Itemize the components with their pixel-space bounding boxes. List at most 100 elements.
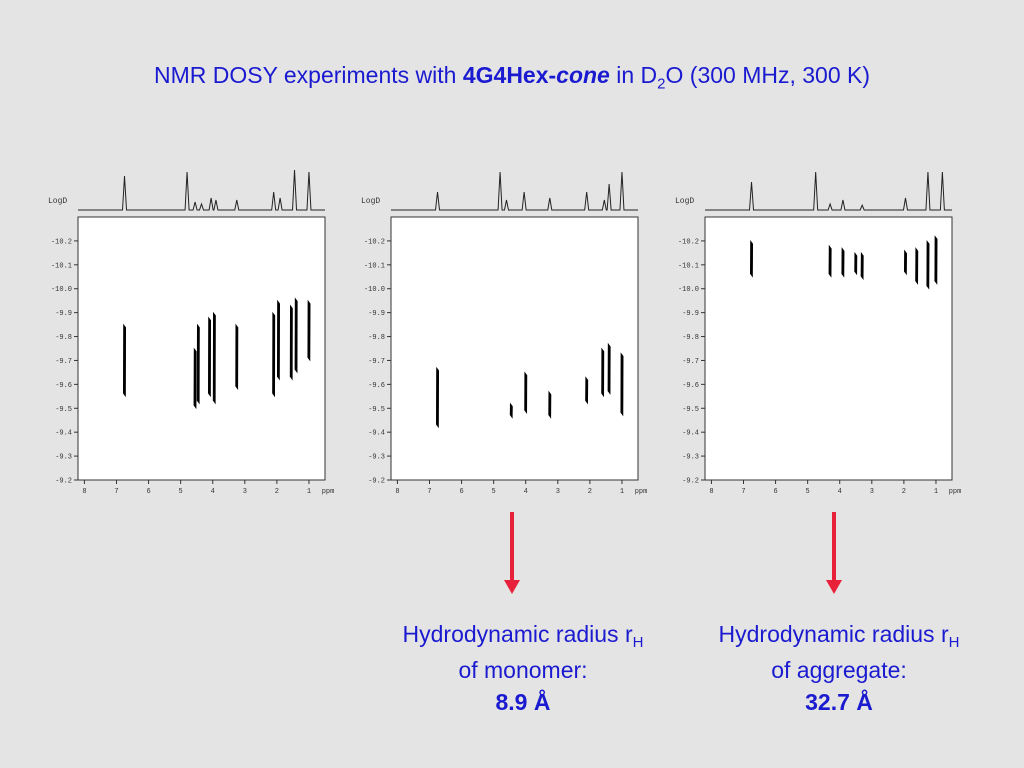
x-tick-label: 3	[870, 488, 874, 496]
y-tick-label: -9.9	[55, 310, 72, 318]
title-compound-bold: 4G4Hex-	[462, 62, 557, 88]
dosy-signal	[585, 376, 589, 405]
dosy-signal	[828, 244, 832, 278]
caption-aggregate-line1: Hydrodynamic radius rH	[674, 618, 1004, 654]
x-tick-label: 4	[524, 488, 528, 496]
x-tick-label: 7	[114, 488, 118, 496]
caption-monomer-text: Hydrodynamic radius r	[402, 621, 633, 647]
x-unit-label: ppm	[949, 488, 962, 496]
x-unit-label: ppm	[635, 488, 648, 496]
dosy-signal	[193, 347, 197, 410]
title-suffix: O (300 MHz, 300 K)	[665, 62, 871, 88]
dosy-signal	[307, 299, 311, 362]
y-axis-label: LogD	[48, 197, 67, 206]
y-tick-label: -9.4	[55, 430, 72, 438]
plot-frame	[704, 216, 953, 481]
dosy-signal	[272, 311, 276, 398]
x-tick-label: 3	[243, 488, 247, 496]
dosy-signal	[123, 323, 127, 398]
title-compound-italic: cone	[556, 62, 610, 88]
dosy-signal	[289, 304, 293, 381]
x-tick-label: 4	[211, 488, 215, 496]
dosy-signal	[620, 352, 624, 417]
y-tick-label: -9.8	[682, 334, 699, 342]
x-tick-label: 4	[838, 488, 842, 496]
dosy-signal	[607, 342, 611, 395]
caption-aggregate-line2: of aggregate:	[771, 657, 907, 683]
plot-frame	[390, 216, 639, 481]
x-tick-label: 8	[709, 488, 713, 496]
y-axis-label: LogD	[361, 197, 380, 206]
y-tick-label: -9.6	[368, 382, 385, 390]
x-unit-label: ppm	[322, 488, 335, 496]
dosy-signal	[860, 251, 864, 281]
y-tick-label: -9.2	[682, 478, 699, 486]
y-tick-label: -9.9	[368, 310, 385, 318]
dosy-signal	[854, 251, 858, 276]
plot-frame	[77, 216, 326, 481]
dosy-plot-svg-2: -10.2 -10.1 -10.0 -9.9 -9.8 -9.7 -9.6 -9.5 -9.4 -…	[361, 171, 648, 496]
title-middle: in D	[609, 62, 658, 88]
dosy-signal	[548, 390, 552, 419]
dosy-signal	[436, 366, 440, 429]
y-tick-label: -9.6	[682, 382, 699, 390]
dosy-plot-1: -10.2 -10.1 -10.0 -9.9 -9.8 -9.7 -9.6 -9.5 -9.4 -…	[40, 160, 340, 505]
title-prefix: NMR DOSY experiments with	[153, 62, 463, 88]
x-tick-label: 6	[773, 488, 777, 496]
dosy-signal	[934, 235, 938, 285]
projection-spectrum	[78, 169, 325, 211]
dosy-signal	[276, 299, 280, 381]
x-tick-label: 5	[492, 488, 496, 496]
y-tick-label: -9.5	[682, 406, 699, 414]
y-axis-label: LogD	[675, 197, 694, 206]
y-tick-label: -9.8	[55, 334, 72, 342]
x-tick-label: 2	[588, 488, 592, 496]
y-tick-label: -9.7	[682, 358, 699, 366]
x-tick-label: 5	[179, 488, 183, 496]
projection-spectrum	[705, 171, 952, 211]
caption-monomer-sub: H	[632, 634, 644, 651]
y-tick-label: -9.2	[55, 478, 72, 486]
arrow-down-aggregate	[826, 512, 842, 594]
y-tick-label: -9.7	[368, 358, 385, 366]
x-tick-label: 5	[806, 488, 810, 496]
y-tick-label: -9.4	[682, 430, 699, 438]
caption-monomer-value: 8.9 Å	[495, 689, 551, 715]
y-tick-label: -9.3	[55, 454, 72, 462]
y-tick-label: -9.8	[368, 334, 385, 342]
dosy-signal	[750, 240, 754, 278]
caption-aggregate-text: Hydrodynamic radius r	[718, 621, 949, 647]
caption-aggregate-sub: H	[948, 634, 960, 651]
caption-aggregate-value: 32.7 Å	[805, 689, 873, 715]
dosy-signal	[509, 402, 513, 419]
title-compound: 4G4Hex-cone	[463, 62, 610, 88]
y-tick-label: -10.2	[51, 238, 72, 246]
caption-monomer-line1: Hydrodynamic radius rH	[358, 618, 688, 654]
dosy-signal	[208, 316, 212, 398]
dosy-plot-svg-1: -10.2 -10.1 -10.0 -9.9 -9.8 -9.7 -9.6 -9.5 -9.4 -…	[48, 169, 335, 496]
x-tick-label: 6	[459, 488, 463, 496]
y-tick-label: -10.0	[51, 286, 72, 294]
dosy-signal	[903, 249, 907, 276]
y-tick-label: -10.1	[364, 262, 385, 270]
dosy-plot-svg-3: -10.2 -10.1 -10.0 -9.9 -9.8 -9.7 -9.6 -9.5 -9.4 -…	[675, 171, 962, 496]
y-tick-label: -10.2	[678, 238, 699, 246]
x-tick-label: 7	[741, 488, 745, 496]
dosy-signal	[601, 347, 605, 398]
x-tick-label: 1	[620, 488, 624, 496]
arrow-down-monomer	[504, 512, 520, 594]
y-tick-label: -9.3	[682, 454, 699, 462]
dosy-signal	[196, 323, 200, 405]
y-tick-label: -9.9	[682, 310, 699, 318]
dosy-signal	[212, 311, 216, 405]
x-tick-label: 2	[275, 488, 279, 496]
dosy-signal	[524, 371, 528, 414]
dosy-plot-2: -10.2 -10.1 -10.0 -9.9 -9.8 -9.7 -9.6 -9.5 -9.4 -…	[353, 160, 653, 505]
y-tick-label: -10.0	[364, 286, 385, 294]
y-tick-label: -10.1	[51, 262, 72, 270]
y-tick-label: -9.4	[368, 430, 385, 438]
title-subscript: 2	[657, 75, 666, 93]
x-tick-label: 8	[395, 488, 399, 496]
x-tick-label: 2	[902, 488, 906, 496]
x-tick-label: 1	[934, 488, 938, 496]
